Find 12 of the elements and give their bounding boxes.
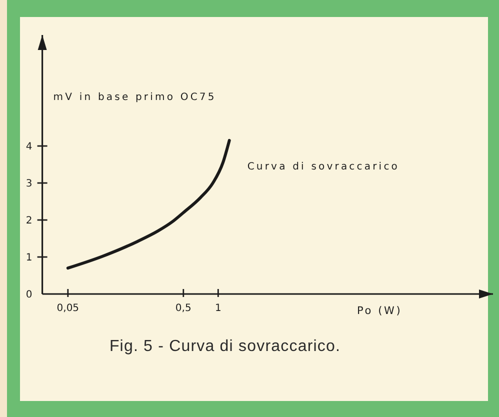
x-axis-title: Po (W) xyxy=(357,305,402,317)
y-tick-label: 3 xyxy=(26,178,32,190)
y-axis-title: mV in base primo OC75 xyxy=(53,92,216,103)
y-tick-label: 2 xyxy=(26,216,32,226)
text: Curva di sovraccarico xyxy=(247,161,400,172)
x-tick-label: 0,5 xyxy=(175,303,192,314)
y-tick-label: 4 xyxy=(26,142,32,152)
caption: Fig. 5 - Curva di sovraccarico. xyxy=(109,338,341,355)
x-tick-label: 0,05 xyxy=(56,303,80,314)
y-tick-label: 0 xyxy=(26,290,32,300)
y-tick-label: 1 xyxy=(26,252,32,264)
x-tick-label: 1 xyxy=(214,303,222,314)
